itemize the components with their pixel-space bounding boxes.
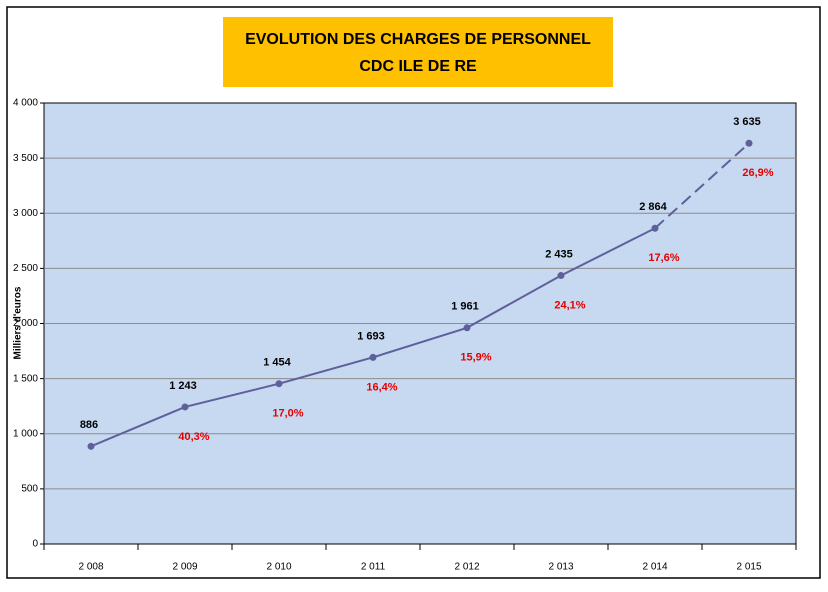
point xyxy=(181,403,189,411)
value-label: 1 693 xyxy=(357,330,385,342)
y-tick-label: 2 000 xyxy=(13,318,38,329)
x-tick-label: 2 013 xyxy=(548,562,573,573)
point xyxy=(463,324,471,332)
growth-label: 15,9% xyxy=(460,352,491,364)
value-label: 886 xyxy=(80,419,98,431)
value-label: 1 454 xyxy=(263,357,291,369)
y-tick-label: 3 500 xyxy=(13,153,38,164)
chart-title: EVOLUTION DES CHARGES DE PERSONNEL xyxy=(245,31,591,48)
y-tick-label: 0 xyxy=(32,539,38,550)
growth-label: 17,6% xyxy=(648,252,679,264)
dashed-line xyxy=(654,142,750,229)
growth-label: 40,3% xyxy=(178,431,209,443)
growth-label: 26,9% xyxy=(742,167,773,179)
value-label: 1 243 xyxy=(169,380,197,392)
title-box xyxy=(223,17,613,87)
point xyxy=(651,224,659,232)
y-tick-label: 1 000 xyxy=(13,428,38,439)
value-label: 1 961 xyxy=(451,301,479,313)
y-axis-label: Milliers d'euros xyxy=(13,286,24,359)
x-tick-label: 2 015 xyxy=(736,562,761,573)
y-tick-label: 500 xyxy=(21,484,38,495)
point xyxy=(87,442,95,450)
point xyxy=(745,139,753,147)
x-tick-label: 2 011 xyxy=(361,562,386,573)
x-tick-label: 2 008 xyxy=(78,562,103,573)
x-tick-label: 2 009 xyxy=(172,562,197,573)
value-label: 2 864 xyxy=(639,201,667,213)
y-tick-label: 4 000 xyxy=(13,98,38,109)
growth-label: 17,0% xyxy=(272,408,303,420)
y-tick-label: 2 500 xyxy=(13,263,38,274)
value-label: 2 435 xyxy=(545,248,573,260)
chart-title: CDC ILE DE RE xyxy=(359,58,477,75)
x-tick-label: 2 014 xyxy=(642,562,667,573)
y-tick-label: 1 500 xyxy=(13,373,38,384)
point xyxy=(275,380,283,388)
value-label: 3 635 xyxy=(733,116,761,128)
growth-label: 24,1% xyxy=(554,299,585,311)
growth-label: 16,4% xyxy=(366,381,397,393)
x-tick-label: 2 012 xyxy=(454,562,479,573)
y-tick-label: 3 000 xyxy=(13,208,38,219)
x-tick-label: 2 010 xyxy=(266,562,291,573)
point xyxy=(557,272,565,280)
point xyxy=(369,353,377,361)
